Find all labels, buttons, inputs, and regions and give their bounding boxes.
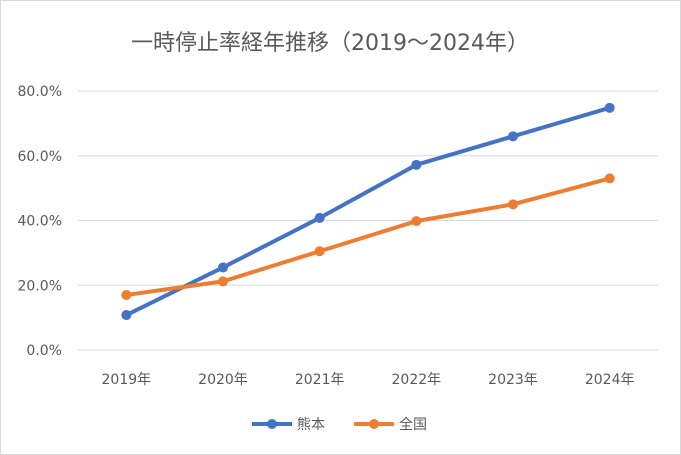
gridlines [78, 90, 658, 351]
x-axis-ticks: 2019年 2020年 2021年 2022年 2023年 2024年 [102, 372, 635, 388]
data-point [218, 262, 228, 273]
data-point [411, 159, 422, 170]
data-point [508, 199, 518, 210]
series-group [121, 102, 615, 321]
y-tick-label: 40.0% [18, 214, 62, 230]
data-point [411, 216, 422, 227]
x-tick-label: 2022年 [392, 372, 442, 388]
data-point [508, 131, 518, 142]
series-1 [121, 102, 615, 321]
data-point [604, 173, 615, 184]
data-point [314, 212, 325, 223]
legend-marker [267, 419, 277, 429]
data-point [121, 310, 132, 321]
x-tick-label: 2023年 [488, 372, 538, 388]
chart-title: 一時停止率経年推移（2019～2024年） [131, 31, 529, 56]
y-tick-label: 60.0% [18, 149, 62, 165]
y-tick-label: 80.0% [18, 84, 62, 100]
legend-label: 全国 [399, 416, 427, 433]
x-tick-label: 2024年 [585, 372, 635, 388]
legend: 熊本 全国 [252, 416, 427, 433]
data-point [314, 246, 325, 257]
series-line [124, 105, 612, 318]
x-tick-label: 2021年 [295, 372, 345, 388]
data-point [604, 102, 615, 113]
legend-label: 熊本 [297, 417, 325, 433]
series-2 [121, 173, 615, 300]
data-point [218, 276, 228, 287]
series-line [124, 176, 612, 297]
y-tick-label: 20.0% [18, 278, 62, 294]
data-point [121, 289, 132, 300]
x-tick-label: 2019年 [102, 372, 152, 388]
y-axis-ticks: 0.0% 20.0% 40.0% 60.0% 80.0% [18, 84, 62, 359]
y-tick-label: 0.0% [26, 343, 62, 359]
legend-marker [369, 419, 379, 429]
x-tick-label: 2020年 [198, 372, 248, 388]
